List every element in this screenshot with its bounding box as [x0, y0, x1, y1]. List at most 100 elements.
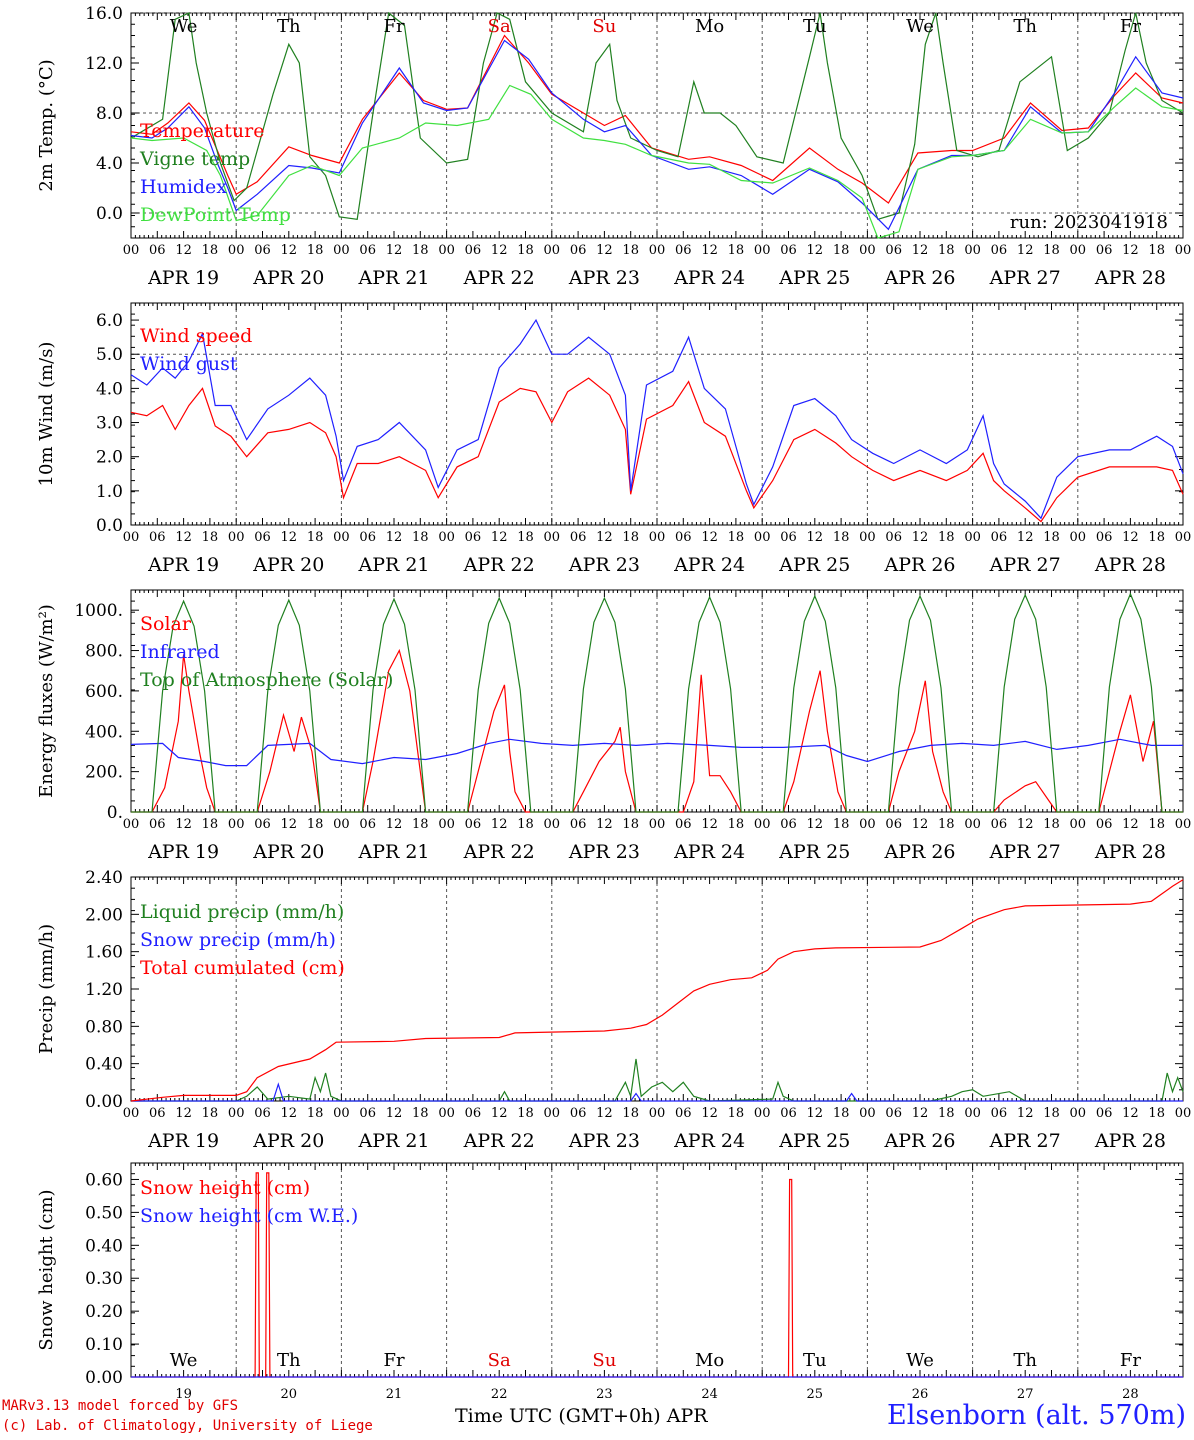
y-tick-label: 0.10: [85, 1335, 123, 1355]
hour-tick-label: 00: [754, 530, 771, 545]
hour-tick-label: 18: [517, 243, 534, 258]
y-tick-label: 0.30: [85, 1269, 123, 1289]
weekday-label: Fr: [1120, 1350, 1141, 1371]
hour-tick-label: 00: [123, 817, 140, 832]
y-tick-label: 2.00: [85, 905, 123, 925]
hour-tick-label: 18: [307, 1106, 324, 1121]
date-label: APR 26: [883, 267, 955, 289]
day-number-label: 24: [701, 1387, 718, 1402]
series-line-snow-precip-mm-h-: [131, 1082, 1183, 1102]
hour-tick-label: 06: [1096, 243, 1113, 258]
hour-tick-label: 18: [517, 1106, 534, 1121]
hour-tick-label: 12: [175, 1106, 192, 1121]
legend-entry: Liquid precip (mm/h): [140, 901, 344, 923]
hour-tick-label: 12: [1017, 1106, 1034, 1121]
weekday-label: Sa: [488, 1350, 511, 1371]
series-line-wind-gust: [130, 318, 1184, 520]
hour-tick-label: 00: [964, 817, 981, 832]
hour-tick-label: 00: [964, 1106, 981, 1121]
hour-tick-label: 12: [596, 243, 613, 258]
weekday-label: Fr: [1120, 16, 1141, 37]
day-number-label: 21: [386, 1387, 403, 1402]
date-label: APR 19: [147, 1130, 219, 1152]
hour-tick-label: 12: [701, 1106, 718, 1121]
time-axis-label: Time UTC (GMT+0h) APR: [455, 1405, 708, 1427]
weekday-label: Th: [1013, 1350, 1037, 1371]
legend-entry: Vigne temp: [139, 148, 250, 170]
date-label: APR 20: [252, 841, 324, 863]
legend-entry: Snow precip (mm/h): [140, 929, 336, 951]
hour-tick-label: 00: [859, 243, 876, 258]
date-label: APR 22: [463, 554, 535, 576]
hour-tick-label: 00: [544, 817, 561, 832]
date-label: APR 27: [989, 267, 1061, 289]
hour-tick-label: 06: [780, 243, 797, 258]
hour-tick-label: 00: [123, 530, 140, 545]
hour-tick-label: 18: [938, 530, 955, 545]
y-tick-label: 1.20: [85, 980, 123, 1000]
date-label: APR 24: [673, 1130, 745, 1152]
date-label: APR 28: [1094, 267, 1166, 289]
hour-tick-label: 06: [991, 243, 1008, 258]
legend-entry: Total cumulated (cm): [140, 957, 345, 979]
y-tick-label: 0.00: [85, 1092, 123, 1112]
hour-tick-label: 06: [570, 817, 587, 832]
y-axis-label: 10m Wind (m/s): [36, 342, 57, 487]
day-number-label: 20: [281, 1387, 298, 1402]
hour-tick-label: 12: [807, 1106, 824, 1121]
hour-tick-label: 00: [1175, 817, 1192, 832]
day-number-label: 23: [596, 1387, 613, 1402]
hour-tick-label: 06: [780, 530, 797, 545]
legend-entry: Snow height (cm): [140, 1177, 310, 1199]
hour-tick-label: 12: [491, 817, 508, 832]
hour-tick-label: 06: [149, 530, 166, 545]
date-label: APR 26: [883, 1130, 955, 1152]
panel-3: 1000. 800. 600. 400. 200. 0. Energy fluxes (W/…: [36, 589, 1192, 863]
weekday-label: Su: [592, 1350, 616, 1371]
weekday-label: We: [906, 1350, 934, 1371]
hour-tick-label: 00: [544, 1106, 561, 1121]
hour-tick-label: 06: [675, 1106, 692, 1121]
hour-tick-label: 06: [149, 243, 166, 258]
hour-tick-label: 00: [964, 243, 981, 258]
hour-tick-label: 12: [807, 817, 824, 832]
hour-tick-label: 18: [307, 243, 324, 258]
y-tick-label: 0.40: [85, 1236, 123, 1256]
y-tick-label: 4.0: [96, 154, 123, 174]
y-tick-label: 16.0: [85, 4, 123, 24]
hour-tick-label: 18: [728, 243, 745, 258]
hour-tick-label: 06: [254, 530, 271, 545]
hour-tick-label: 06: [780, 817, 797, 832]
y-tick-label: 600.: [85, 682, 123, 702]
hour-tick-label: 18: [1043, 243, 1060, 258]
date-label: APR 20: [252, 1130, 324, 1152]
legend-entry: Humidex: [140, 176, 227, 198]
hour-tick-label: 06: [991, 1106, 1008, 1121]
date-label: APR 27: [989, 554, 1061, 576]
hour-tick-label: 06: [465, 530, 482, 545]
y-tick-label: 0.60: [85, 1170, 123, 1190]
hour-tick-label: 06: [1096, 530, 1113, 545]
hour-tick-label: 18: [622, 530, 639, 545]
weekday-label: Tu: [803, 16, 827, 37]
weekday-label: Th: [1013, 16, 1037, 37]
hour-tick-label: 18: [412, 817, 429, 832]
hour-tick-label: 18: [728, 817, 745, 832]
hour-tick-label: 00: [228, 243, 245, 258]
date-label: APR 21: [357, 267, 429, 289]
date-label: APR 21: [357, 1130, 429, 1152]
y-axis-label: Snow height (cm): [36, 1189, 57, 1350]
hour-tick-label: 00: [649, 1106, 666, 1121]
hour-tick-label: 00: [438, 817, 455, 832]
hour-tick-label: 00: [859, 817, 876, 832]
hour-tick-label: 00: [1070, 243, 1087, 258]
run-label: run: 2023041918: [1010, 212, 1168, 233]
hour-tick-label: 06: [885, 1106, 902, 1121]
hour-tick-label: 12: [386, 817, 403, 832]
hour-tick-label: 18: [833, 530, 850, 545]
hour-tick-label: 00: [1070, 817, 1087, 832]
hour-tick-label: 12: [281, 530, 298, 545]
y-tick-label: 5.0: [96, 345, 123, 365]
hour-tick-label: 06: [675, 243, 692, 258]
hour-tick-label: 06: [570, 1106, 587, 1121]
